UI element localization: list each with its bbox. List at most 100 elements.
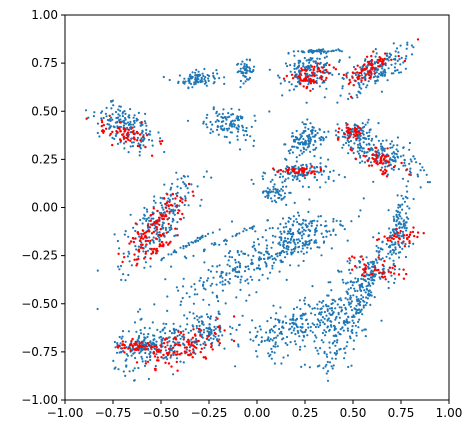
data-point [178, 204, 181, 207]
data-point [162, 322, 165, 325]
data-point [372, 180, 375, 183]
data-point [397, 203, 400, 206]
data-point [312, 135, 315, 138]
data-point [394, 246, 397, 249]
data-point [334, 233, 337, 236]
data-point [242, 82, 245, 85]
data-point [377, 139, 380, 142]
data-point [323, 131, 326, 134]
data-point [147, 133, 150, 136]
data-point [405, 221, 408, 224]
data-point [396, 59, 399, 63]
data-point [182, 181, 185, 184]
data-point [108, 126, 111, 130]
data-point [325, 229, 328, 232]
data-point [207, 334, 210, 338]
data-point [388, 55, 391, 59]
data-point [322, 299, 325, 303]
data-point [248, 59, 252, 62]
data-point [230, 107, 233, 110]
data-point [239, 79, 242, 83]
data-point [389, 53, 393, 57]
data-point [349, 95, 353, 99]
data-point [124, 374, 127, 377]
data-point [367, 147, 370, 151]
data-point [365, 273, 368, 276]
data-point [367, 292, 370, 295]
data-point [317, 325, 320, 329]
data-point [290, 248, 293, 251]
data-point [394, 58, 397, 61]
data-point [282, 356, 285, 359]
data-point [362, 306, 365, 309]
data-point [127, 151, 130, 154]
data-point [152, 247, 156, 251]
data-point [351, 319, 354, 322]
data-point [132, 129, 135, 133]
data-point [147, 343, 151, 347]
data-point [85, 117, 88, 120]
data-point [381, 268, 384, 271]
data-point [404, 212, 408, 215]
data-point [392, 155, 395, 158]
data-point [262, 171, 265, 174]
data-point [183, 175, 186, 178]
data-point [202, 323, 205, 326]
data-point [208, 323, 211, 326]
data-point [175, 360, 178, 364]
data-point [114, 346, 117, 349]
data-point [335, 219, 338, 222]
data-point [284, 157, 287, 160]
data-point [338, 332, 341, 336]
data-point [224, 122, 228, 125]
data-point [308, 169, 311, 172]
data-point [353, 287, 356, 290]
data-point [390, 240, 393, 244]
data-point [199, 204, 202, 207]
data-point [122, 273, 125, 276]
data-point [358, 286, 361, 289]
data-point [311, 322, 314, 325]
data-point [339, 328, 342, 331]
data-point [331, 298, 334, 301]
data-point [305, 224, 308, 227]
data-point [148, 327, 151, 330]
data-point [373, 62, 377, 65]
data-point [314, 148, 317, 151]
data-point [378, 258, 381, 261]
data-point [295, 317, 299, 320]
data-point [161, 223, 164, 227]
data-point [245, 130, 248, 133]
data-point [176, 211, 180, 215]
data-point [168, 347, 171, 351]
data-point [236, 265, 239, 268]
data-point [387, 270, 390, 273]
x-tick-label: −0.75 [95, 406, 132, 420]
data-point [296, 171, 299, 174]
data-point [412, 197, 415, 201]
data-point [140, 241, 143, 244]
data-point [309, 162, 312, 165]
data-point [165, 210, 169, 213]
data-point [344, 308, 348, 311]
data-point [153, 227, 156, 230]
data-point [246, 133, 249, 137]
data-point [356, 96, 359, 99]
data-point [375, 259, 378, 262]
data-point [164, 332, 167, 335]
data-point [174, 353, 178, 356]
data-point [309, 247, 312, 250]
data-point [380, 60, 384, 63]
data-point [196, 185, 199, 188]
data-point [331, 312, 335, 315]
data-point [211, 348, 214, 351]
data-point [151, 321, 154, 324]
data-point [100, 111, 103, 114]
data-point [285, 203, 288, 206]
data-point [397, 244, 401, 247]
data-point [132, 369, 135, 372]
data-point [364, 78, 367, 82]
data-point [207, 268, 210, 272]
data-point [176, 334, 179, 338]
data-point [212, 82, 215, 85]
